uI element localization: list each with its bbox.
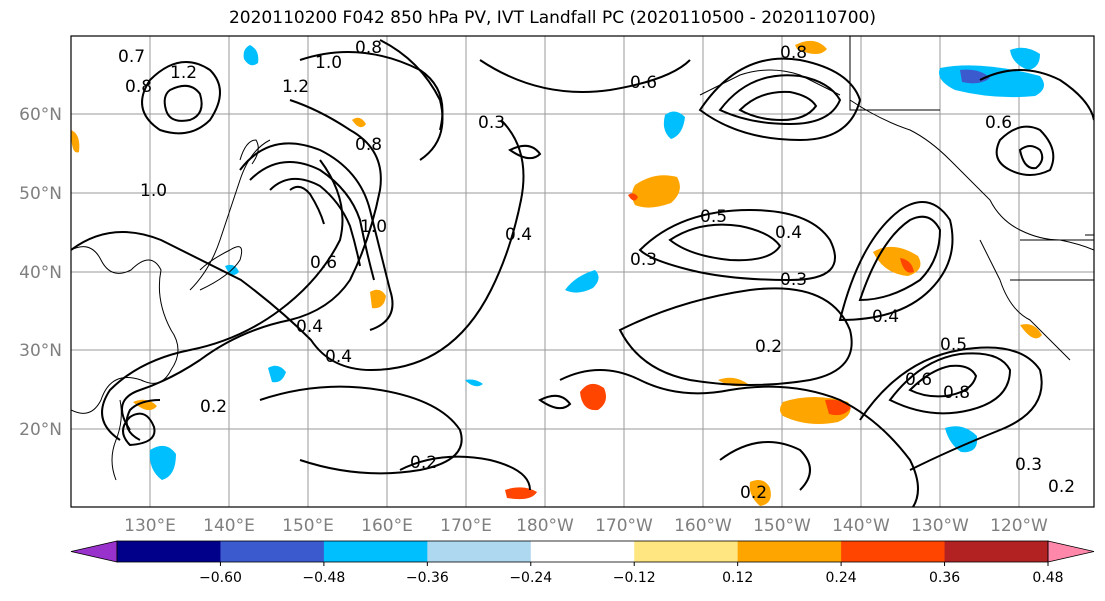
latitude-labels: 60°N 50°N 40°N 30°N 20°N xyxy=(19,105,62,440)
contour-labels: 0.8 1.0 1.2 0.7 0.8 1.2 1.0 0.8 1.0 0.3 … xyxy=(118,38,1075,503)
colorbar-extend-low xyxy=(70,540,118,563)
contour-label: 1.0 xyxy=(315,53,342,73)
lon-label: 130°E xyxy=(124,516,176,536)
contour-label: 0.4 xyxy=(296,317,323,337)
colorbar-segment xyxy=(117,541,221,562)
contour-label: 1.2 xyxy=(282,77,309,97)
colorbar-tick-label: −0.24 xyxy=(509,570,552,586)
lat-label: 50°N xyxy=(19,184,62,204)
contour-label: 0.4 xyxy=(872,307,899,327)
contour-label: 0.3 xyxy=(630,250,657,270)
contour-label: 0.5 xyxy=(940,335,967,355)
colorbar-segment xyxy=(841,541,946,562)
colorbar-segment xyxy=(220,541,325,562)
colorbar-extend-high xyxy=(1047,540,1095,563)
lon-label: 130°W xyxy=(911,516,969,536)
colorbar-tick-label: 0.12 xyxy=(722,570,753,586)
contour-label: 0.2 xyxy=(755,337,782,357)
contour-label: 0.7 xyxy=(118,47,145,67)
colorbar-tick-label: −0.48 xyxy=(302,570,345,586)
contour-label: 1.2 xyxy=(170,63,197,83)
colorbar-tick-label: −0.60 xyxy=(199,570,242,586)
lon-label: 140°W xyxy=(832,516,890,536)
colorbar-outline xyxy=(116,540,1049,563)
lon-label: 170°E xyxy=(440,516,492,536)
contour-label: 0.2 xyxy=(200,397,227,417)
colorbar-segment xyxy=(530,541,635,562)
colorbar-tick-label: 0.24 xyxy=(826,570,857,586)
lon-label: 140°E xyxy=(203,516,255,536)
contour-label: 0.6 xyxy=(630,73,657,93)
map-frame xyxy=(70,35,1095,508)
longitude-labels: 130°E 140°E 150°E 160°E 170°E 180°W 170°… xyxy=(124,516,1048,536)
coastlines xyxy=(71,36,1094,481)
contour-label: 0.5 xyxy=(700,207,727,227)
colorbar-tick-label: 0.48 xyxy=(1032,570,1063,586)
colorbar-tick-label: 0.36 xyxy=(929,570,960,586)
colorbar xyxy=(70,540,1095,563)
colorbar-segment xyxy=(634,541,739,562)
contour-label: 0.6 xyxy=(310,253,337,273)
contour-label: 0.8 xyxy=(125,77,152,97)
lon-label: 160°W xyxy=(674,516,732,536)
lat-label: 60°N xyxy=(19,105,62,125)
colorbar-segment xyxy=(944,541,1049,562)
lat-label: 30°N xyxy=(19,341,62,361)
colorbar-segment xyxy=(737,541,842,562)
contour-label: 0.6 xyxy=(985,113,1012,133)
lon-label: 180°W xyxy=(516,516,574,536)
colorbar-tick-label: −0.12 xyxy=(613,570,656,586)
pv-contours xyxy=(71,39,1094,507)
pv-shading xyxy=(71,40,1044,506)
lon-label: 120°W xyxy=(990,516,1048,536)
lon-label: 150°W xyxy=(753,516,811,536)
contour-label: 0.3 xyxy=(1015,455,1042,475)
colorbar-segment xyxy=(427,541,532,562)
contour-label: 0.4 xyxy=(505,225,532,245)
contour-label: 1.0 xyxy=(360,217,387,237)
lat-label: 40°N xyxy=(19,263,62,283)
contour-label: 0.4 xyxy=(325,347,352,367)
colorbar-ticks: −0.60 −0.48 −0.36 −0.24 −0.12 0.12 0.24 0.36 0.4… xyxy=(199,562,1064,586)
contour-label: 0.8 xyxy=(943,383,970,403)
map-title: 2020110200 F042 850 hPa PV, IVT Landfall… xyxy=(228,8,876,28)
contour-label: 0.2 xyxy=(410,453,437,473)
contour-label: 0.2 xyxy=(740,483,767,503)
lat-label: 20°N xyxy=(19,420,62,440)
contour-label: 0.8 xyxy=(355,38,382,58)
colorbar-segment xyxy=(323,541,428,562)
contour-label: 0.3 xyxy=(780,270,807,290)
lon-label: 170°W xyxy=(595,516,653,536)
colorbar-tick-label: −0.36 xyxy=(406,570,449,586)
lon-label: 150°E xyxy=(282,516,334,536)
contour-label: 0.3 xyxy=(478,113,505,133)
contour-label: 0.8 xyxy=(355,135,382,155)
contour-label: 0.6 xyxy=(905,370,932,390)
contour-label: 0.2 xyxy=(1048,477,1075,497)
contour-label: 0.4 xyxy=(775,223,802,243)
contour-label: 0.8 xyxy=(780,43,807,63)
contour-label: 1.0 xyxy=(140,181,167,201)
lon-label: 160°E xyxy=(361,516,413,536)
